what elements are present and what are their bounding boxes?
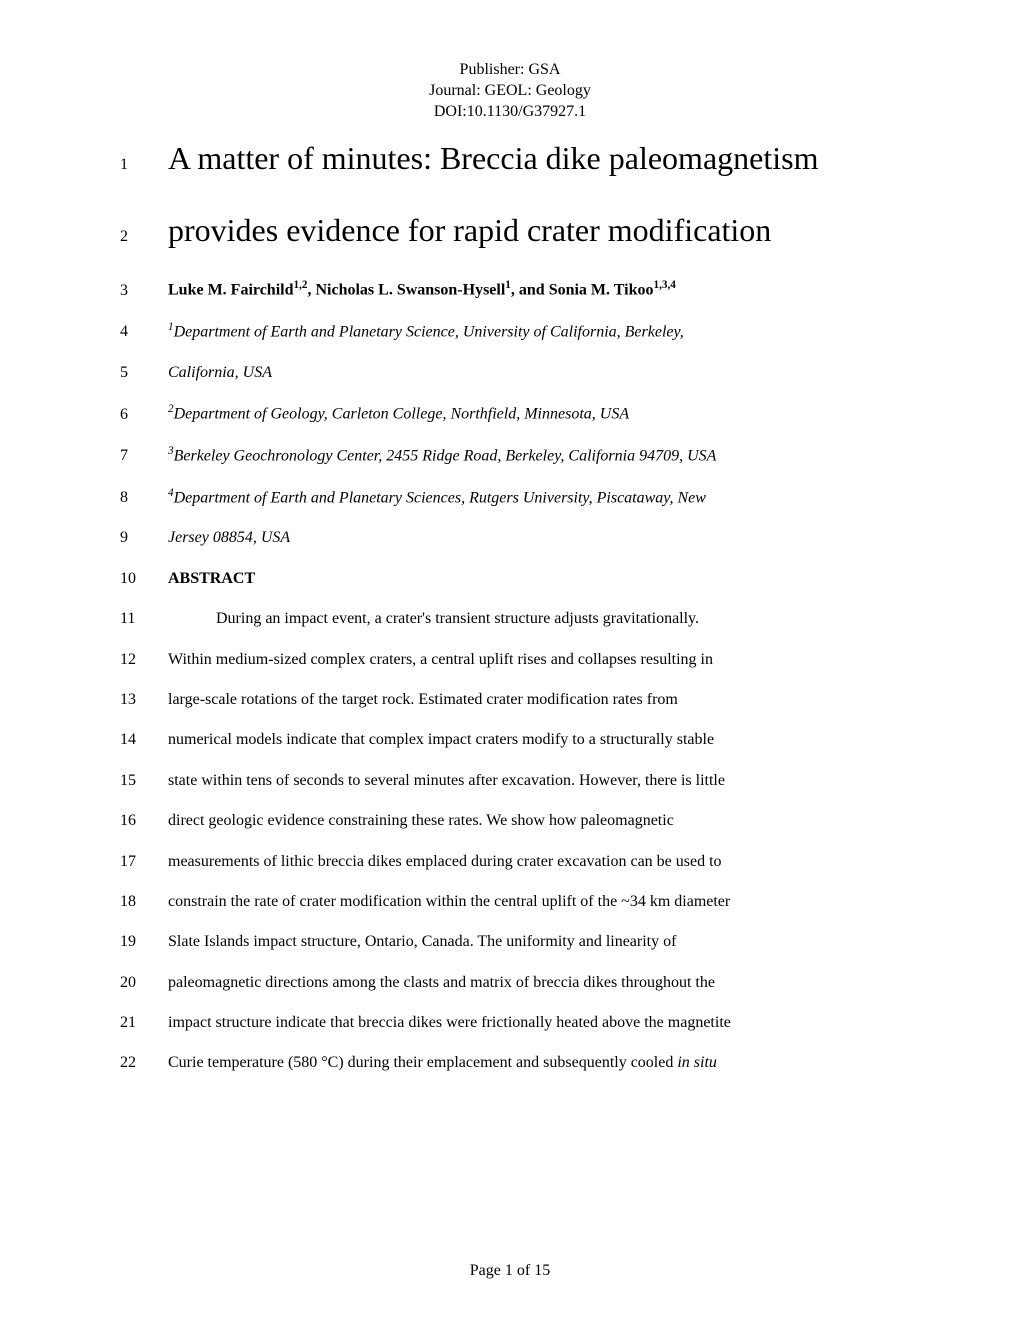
line-number: 11 [120,608,168,628]
line-text: direct geologic evidence constraining th… [168,810,900,832]
manuscript-line: 22Curie temperature (580 °C) during thei… [120,1052,900,1074]
manuscript-content: 1A matter of minutes: Breccia dike paleo… [120,134,900,1092]
manuscript-line: 5California, USA [120,362,900,384]
doi-line: DOI:10.1130/G37927.1 [120,102,900,123]
line-number: 7 [120,445,168,465]
line-text: Jersey 08854, USA [168,527,900,549]
line-text: ABSTRACT [168,568,900,590]
line-number: 6 [120,404,168,424]
manuscript-line: 13large-scale rotations of the target ro… [120,689,900,711]
manuscript-line: 41Department of Earth and Planetary Scie… [120,320,900,344]
line-text: 2Department of Geology, Carleton College… [168,402,900,426]
manuscript-line: 16direct geologic evidence constraining … [120,810,900,832]
line-text: paleomagnetic directions among the clast… [168,972,900,994]
line-number: 18 [120,891,168,911]
line-text: measurements of lithic breccia dikes emp… [168,851,900,873]
manuscript-line: 2provides evidence for rapid crater modi… [120,206,900,254]
line-number: 19 [120,931,168,951]
line-text: Within medium-sized complex craters, a c… [168,649,900,671]
line-number: 16 [120,810,168,830]
pagination: Page 1 of 15 [470,1262,550,1279]
paper-header: Publisher: GSA Journal: GEOL: Geology DO… [120,60,900,122]
line-number: 15 [120,770,168,790]
manuscript-line: 19Slate Islands impact structure, Ontari… [120,931,900,953]
line-text: 3Berkeley Geochronology Center, 2455 Rid… [168,444,900,468]
manuscript-line: 73Berkeley Geochronology Center, 2455 Ri… [120,444,900,468]
line-number: 2 [120,226,168,246]
line-text: provides evidence for rapid crater modif… [168,206,900,254]
line-number: 13 [120,689,168,709]
manuscript-line: 14numerical models indicate that complex… [120,729,900,751]
publisher-line: Publisher: GSA [120,60,900,81]
line-number: 12 [120,649,168,669]
manuscript-line: 62Department of Geology, Carleton Colleg… [120,402,900,426]
line-number: 5 [120,362,168,382]
line-text: A matter of minutes: Breccia dike paleom… [168,134,900,182]
line-number: 21 [120,1012,168,1032]
manuscript-line: 12Within medium-sized complex craters, a… [120,649,900,671]
line-text: impact structure indicate that breccia d… [168,1012,900,1034]
manuscript-line: 11During an impact event, a crater's tra… [120,608,900,630]
line-text: During an impact event, a crater's trans… [168,608,900,630]
line-text: California, USA [168,362,900,384]
line-text: 4Department of Earth and Planetary Scien… [168,486,900,510]
line-number: 1 [120,154,168,174]
journal-line: Journal: GEOL: Geology [120,81,900,102]
line-text: large-scale rotations of the target rock… [168,689,900,711]
line-text: Luke M. Fairchild1,2, Nicholas L. Swanso… [168,278,900,302]
manuscript-line: 84Department of Earth and Planetary Scie… [120,486,900,510]
manuscript-line: 9Jersey 08854, USA [120,527,900,549]
manuscript-line: 3Luke M. Fairchild1,2, Nicholas L. Swans… [120,278,900,302]
line-number: 3 [120,280,168,300]
line-number: 17 [120,851,168,871]
manuscript-line: 21impact structure indicate that breccia… [120,1012,900,1034]
manuscript-line: 10ABSTRACT [120,568,900,590]
line-number: 9 [120,527,168,547]
line-number: 22 [120,1052,168,1072]
line-number: 10 [120,568,168,588]
line-text: state within tens of seconds to several … [168,770,900,792]
manuscript-line: 1A matter of minutes: Breccia dike paleo… [120,134,900,182]
page-footer: Page 1 of 15 [0,1262,1020,1280]
line-text: 1Department of Earth and Planetary Scien… [168,320,900,344]
line-number: 20 [120,972,168,992]
line-text: numerical models indicate that complex i… [168,729,900,751]
manuscript-line: 20paleomagnetic directions among the cla… [120,972,900,994]
manuscript-line: 15state within tens of seconds to severa… [120,770,900,792]
line-number: 14 [120,729,168,749]
line-text: Slate Islands impact structure, Ontario,… [168,931,900,953]
line-text: constrain the rate of crater modificatio… [168,891,900,913]
line-number: 8 [120,487,168,507]
line-number: 4 [120,321,168,341]
manuscript-line: 18constrain the rate of crater modificat… [120,891,900,913]
line-text: Curie temperature (580 °C) during their … [168,1052,900,1074]
manuscript-line: 17measurements of lithic breccia dikes e… [120,851,900,873]
